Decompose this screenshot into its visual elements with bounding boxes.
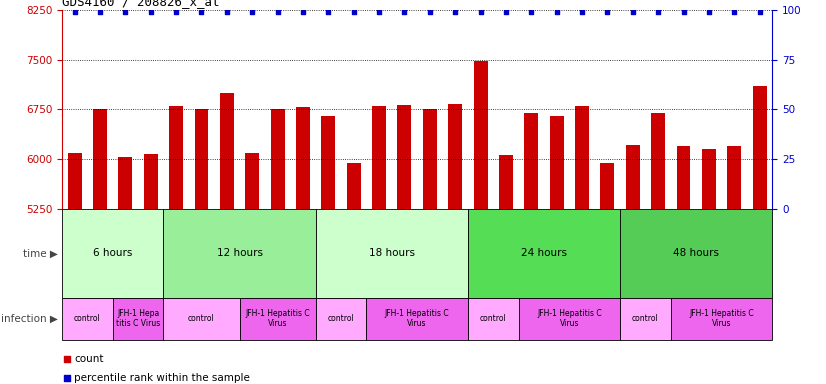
Bar xyxy=(702,149,716,209)
Bar xyxy=(651,113,665,209)
Text: count: count xyxy=(74,354,104,364)
Text: 6 hours: 6 hours xyxy=(93,248,132,258)
Bar xyxy=(499,156,513,209)
Point xyxy=(474,8,487,15)
Bar xyxy=(752,86,767,209)
Bar xyxy=(194,109,208,209)
Point xyxy=(525,8,538,15)
Bar xyxy=(271,109,285,209)
Point xyxy=(347,8,360,15)
Text: control: control xyxy=(632,314,659,323)
Point xyxy=(728,8,741,15)
Bar xyxy=(68,153,82,209)
Text: GDS4160 / 208826_x_at: GDS4160 / 208826_x_at xyxy=(62,0,220,8)
Text: JFH-1 Hepatitis C
Virus: JFH-1 Hepatitis C Virus xyxy=(537,309,601,328)
Bar xyxy=(449,104,463,209)
Text: 48 hours: 48 hours xyxy=(673,248,719,258)
Point xyxy=(499,8,512,15)
Point xyxy=(297,8,310,15)
Bar xyxy=(626,145,640,209)
Point xyxy=(652,8,665,15)
Bar xyxy=(220,93,234,209)
Point xyxy=(271,8,284,15)
Bar xyxy=(519,298,620,340)
Point xyxy=(322,8,335,15)
Bar xyxy=(118,157,132,209)
Point xyxy=(195,8,208,15)
Text: control: control xyxy=(480,314,506,323)
Bar xyxy=(164,209,316,298)
Point xyxy=(119,8,132,15)
Bar xyxy=(93,109,107,209)
Bar xyxy=(727,146,741,209)
Point xyxy=(221,8,234,15)
Point xyxy=(576,8,589,15)
Text: time ▶: time ▶ xyxy=(23,248,58,258)
Text: 12 hours: 12 hours xyxy=(216,248,263,258)
Bar xyxy=(296,108,310,209)
Point xyxy=(245,8,259,15)
Bar xyxy=(316,298,367,340)
Bar xyxy=(525,113,539,209)
Point xyxy=(626,8,639,15)
Text: control: control xyxy=(188,314,215,323)
Point xyxy=(144,8,157,15)
Bar xyxy=(245,153,259,209)
Bar xyxy=(169,106,183,209)
Text: infection ▶: infection ▶ xyxy=(1,314,58,324)
Point xyxy=(676,8,690,15)
Point xyxy=(373,8,386,15)
Text: JFH-1 Hepa
titis C Virus: JFH-1 Hepa titis C Virus xyxy=(116,309,160,328)
Bar xyxy=(676,146,691,209)
Bar xyxy=(164,298,240,340)
Text: JFH-1 Hepatitis C
Virus: JFH-1 Hepatitis C Virus xyxy=(245,309,310,328)
Bar xyxy=(620,209,772,298)
Text: JFH-1 Hepatitis C
Virus: JFH-1 Hepatitis C Virus xyxy=(385,309,449,328)
Text: control: control xyxy=(328,314,354,323)
Bar xyxy=(347,163,361,209)
Bar xyxy=(316,209,468,298)
Bar xyxy=(671,298,772,340)
Text: control: control xyxy=(74,314,101,323)
Text: 24 hours: 24 hours xyxy=(521,248,567,258)
Bar xyxy=(423,109,437,209)
Bar xyxy=(240,298,316,340)
Bar xyxy=(62,298,112,340)
Bar xyxy=(112,298,164,340)
Bar xyxy=(144,154,158,209)
Bar xyxy=(549,116,563,209)
Bar xyxy=(575,106,589,209)
Point xyxy=(601,8,614,15)
Bar xyxy=(601,163,615,209)
Bar xyxy=(620,298,671,340)
Point xyxy=(423,8,436,15)
Point xyxy=(702,8,715,15)
Bar xyxy=(468,209,620,298)
Point xyxy=(169,8,183,15)
Point xyxy=(93,8,107,15)
Bar xyxy=(62,209,164,298)
Text: 18 hours: 18 hours xyxy=(368,248,415,258)
Bar xyxy=(372,106,386,209)
Bar xyxy=(468,298,519,340)
Bar xyxy=(397,105,411,209)
Point xyxy=(753,8,767,15)
Point xyxy=(398,8,411,15)
Point xyxy=(68,8,81,15)
Point xyxy=(550,8,563,15)
Text: JFH-1 Hepatitis C
Virus: JFH-1 Hepatitis C Virus xyxy=(689,309,754,328)
Bar xyxy=(367,298,468,340)
Bar xyxy=(473,61,487,209)
Bar xyxy=(321,116,335,209)
Point xyxy=(449,8,462,15)
Text: percentile rank within the sample: percentile rank within the sample xyxy=(74,373,250,383)
